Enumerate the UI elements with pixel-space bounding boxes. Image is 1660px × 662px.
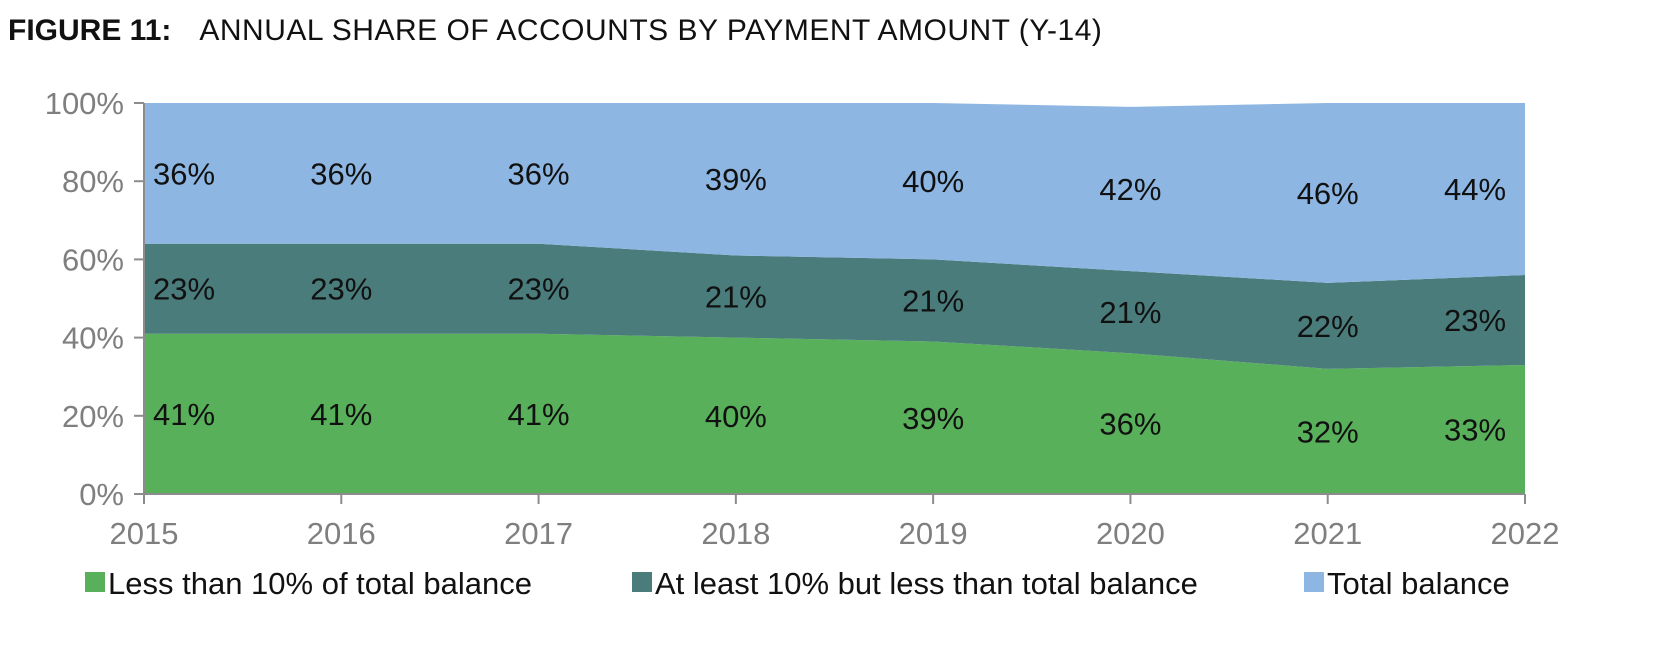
area-3	[144, 103, 1525, 283]
legend-swatch	[1304, 572, 1324, 592]
x-tick-label: 2020	[1096, 516, 1165, 551]
data-label: 22%	[1297, 309, 1359, 344]
legend: Less than 10% of total balance At least 1…	[85, 566, 1510, 601]
x-tick-label: 2022	[1491, 516, 1560, 551]
y-tick-label: 20%	[62, 399, 124, 434]
figure-label: FIGURE 11:	[8, 14, 172, 47]
data-label: 36%	[508, 156, 570, 191]
data-label: 36%	[310, 156, 372, 191]
legend-label: Less than 10% of total balance	[108, 566, 532, 601]
data-label: 23%	[508, 272, 570, 307]
x-tick-label: 2021	[1293, 516, 1362, 551]
y-tick-label: 60%	[62, 242, 124, 277]
area-2	[144, 243, 1525, 369]
x-tick-label: 2016	[307, 516, 376, 551]
legend-swatch	[85, 572, 105, 592]
data-label: 39%	[705, 162, 767, 197]
y-tick-label: 40%	[62, 321, 124, 356]
data-label: 21%	[1099, 295, 1161, 330]
y-tick-label: 0%	[79, 477, 124, 512]
data-label: 21%	[705, 280, 767, 315]
legend-item: Total balance	[1304, 566, 1510, 601]
y-tick-label: 80%	[62, 164, 124, 199]
data-label: 46%	[1297, 176, 1359, 211]
x-tick-label: 2017	[504, 516, 573, 551]
data-label: 40%	[902, 164, 964, 199]
legend-swatch	[632, 572, 652, 592]
x-tick-label: 2018	[701, 516, 770, 551]
y-tick-label: 100%	[45, 86, 124, 121]
data-label: 33%	[1444, 412, 1506, 447]
data-label: 36%	[153, 156, 215, 191]
data-label: 42%	[1099, 172, 1161, 207]
data-label: 41%	[153, 397, 215, 432]
data-label: 44%	[1444, 172, 1506, 207]
data-label: 23%	[153, 272, 215, 307]
axes-layer: 0% 20% 40% 60% 80% 100% 2015 2016 2017 2018 2019 20…	[45, 86, 1560, 551]
area-1	[144, 333, 1525, 494]
legend-item: At least 10% but less than total balance	[632, 566, 1198, 601]
area-layer	[144, 103, 1525, 494]
legend-item: Less than 10% of total balance	[85, 566, 532, 601]
data-label: 32%	[1297, 414, 1359, 449]
data-label: 23%	[1444, 303, 1506, 338]
data-label-layer: 41% 41% 41% 40% 39% 36% 32% 33% 23% 23% 23% 21% 21% 2…	[153, 156, 1506, 449]
x-tick-label: 2019	[899, 516, 968, 551]
data-label: 39%	[902, 401, 964, 436]
figure-title: FIGURE 11: ANNUAL SHARE OF ACCOUNTS BY PA…	[8, 14, 1102, 48]
data-label: 41%	[310, 397, 372, 432]
data-label: 41%	[508, 397, 570, 432]
legend-label: At least 10% but less than total balance	[655, 566, 1198, 601]
legend-label: Total balance	[1327, 566, 1510, 601]
data-label: 21%	[902, 283, 964, 318]
figure-title-text: ANNUAL SHARE OF ACCOUNTS BY PAYMENT AMOU…	[199, 14, 1103, 47]
x-tick-label: 2015	[110, 516, 179, 551]
data-label: 40%	[705, 399, 767, 434]
data-label: 36%	[1099, 407, 1161, 442]
data-label: 23%	[310, 272, 372, 307]
